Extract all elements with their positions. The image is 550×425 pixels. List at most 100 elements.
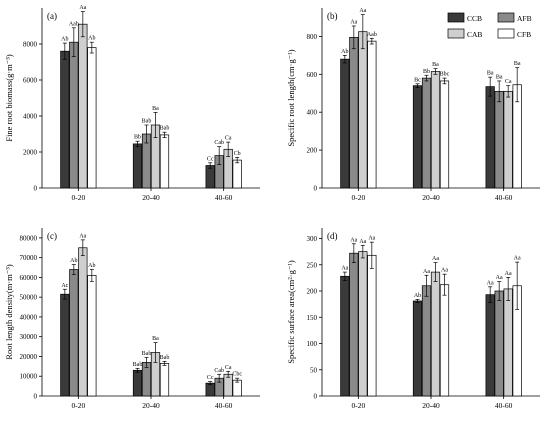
x-tick-label: 40-60 (215, 401, 233, 410)
x-tick-label: 20-40 (142, 193, 160, 202)
significance-letter: Aa (350, 20, 357, 26)
bar-ccb (60, 50, 70, 189)
y-axis-label: Fine root biomass(g·m⁻³) (4, 54, 14, 141)
panel-a: 0 2000 4000 6000 8000 Fine root biomass(g·m⁻³… (4, 5, 260, 202)
x-tick-label: 20-40 (422, 193, 440, 202)
significance-letter: Ab (88, 263, 95, 269)
significance-letter: Bab (142, 119, 152, 125)
significance-letter: Aa (514, 256, 521, 262)
legend-swatch-cfb (497, 28, 515, 39)
bar-cab (78, 23, 88, 189)
y-tick-label: 100 (307, 340, 318, 348)
y-tick-label: 2000 (23, 149, 38, 157)
significance-letter: Ba (496, 74, 503, 80)
y-tick-label: 50 (310, 366, 318, 374)
y-tick-label: 70000 (20, 254, 38, 262)
y-tick-label: 0 (34, 393, 38, 401)
bar-ccb (340, 275, 350, 397)
significance-letter: Bb (423, 69, 430, 75)
y-tick-label: 300 (307, 235, 318, 243)
significance-letter: Aa (423, 269, 430, 275)
significance-letter: Aa (79, 5, 86, 11)
bar-afb (494, 91, 504, 189)
x-tick-label: 0-20 (351, 193, 365, 202)
significance-letter: Bbc (440, 72, 450, 78)
x-tick-label: 0-20 (71, 401, 85, 410)
legend-swatch-ccb (447, 12, 465, 23)
x-tick-label: 40-60 (215, 193, 233, 202)
significance-letter: Ca (225, 365, 232, 371)
y-tick-label: 8000 (23, 41, 38, 49)
bar-cab (503, 91, 513, 189)
y-tick-label: 150 (307, 314, 318, 322)
significance-letter: Bc (414, 77, 421, 83)
bar-ccb (132, 143, 143, 189)
bar-ccb (205, 165, 215, 189)
significance-letter: Ab (70, 258, 77, 264)
bar-ccb (340, 58, 350, 189)
y-tick-label: 50000 (20, 294, 38, 302)
y-tick-label: 6000 (23, 77, 38, 85)
y-tick-label: 0 (34, 185, 38, 193)
panel-c: 0 10000 20000 30000 40000 50000 60000 70000 8000… (4, 228, 260, 410)
panel-label: (b) (327, 11, 338, 21)
significance-letter: Bab (160, 126, 170, 132)
significance-letter: Aa (487, 280, 494, 286)
significance-letter: Bab (160, 355, 170, 361)
significance-letter: Ab (88, 36, 95, 42)
significance-letter: Ab (414, 293, 421, 299)
bar-cfb (367, 40, 377, 189)
significance-letter: Cc (207, 156, 214, 162)
significance-letter: Aa (441, 268, 448, 274)
significance-letter: Aa (432, 256, 439, 262)
panel-b: 0 200 400 600 800 Specific root length(cm·g⁻¹… (286, 8, 540, 202)
y-tick-label: 400 (307, 109, 318, 117)
bar-cab (430, 71, 441, 189)
legend-swatch-cab (447, 28, 465, 39)
significance-letter: Aa (79, 233, 86, 239)
significance-letter: Aa (341, 266, 348, 272)
y-tick-label: 30000 (20, 333, 38, 341)
significance-letter: Aab (69, 21, 79, 27)
y-tick-label: 20000 (20, 353, 38, 361)
bar-cab (78, 247, 88, 397)
significance-letter: Ba (514, 61, 521, 67)
bar-ccb (412, 85, 423, 189)
y-tick-label: 800 (307, 33, 318, 41)
bar-cfb (87, 47, 97, 189)
panel-label: (d) (327, 231, 338, 241)
x-tick-label: 20-40 (142, 401, 160, 410)
bar-ccb (485, 86, 495, 189)
bar-ccb (60, 293, 70, 397)
panel-label: (a) (47, 11, 57, 21)
bar-ccb (485, 294, 495, 397)
bar-afb (349, 37, 359, 189)
significance-letter: Aab (367, 32, 377, 38)
x-tick-label: 0-20 (71, 193, 85, 202)
y-tick-label: 0 (314, 393, 318, 401)
bar-cab (358, 31, 368, 189)
bar-cfb (159, 134, 170, 189)
bar-afb (69, 41, 79, 189)
bar-afb (69, 269, 79, 397)
significance-letter: Ba (152, 336, 159, 342)
significance-letter: Ab (61, 37, 68, 43)
x-tick-label: 40-60 (495, 401, 513, 410)
significance-letter: Aa (505, 271, 512, 277)
bar-cfb (367, 254, 377, 397)
significance-letter: Cab (214, 140, 224, 146)
y-tick-label: 60000 (20, 274, 38, 282)
bar-afb (494, 290, 504, 397)
x-tick-label: 20-40 (422, 401, 440, 410)
bar-cfb (439, 80, 450, 189)
significance-letter: Ba (432, 62, 439, 68)
legend-swatch-afb (497, 12, 515, 23)
y-axis-label: Specific surface area(cm²·g⁻¹) (286, 260, 296, 364)
bar-ccb (132, 369, 143, 397)
significance-letter: Bb (134, 135, 141, 141)
bar-cab (358, 251, 368, 397)
bar-ccb (412, 300, 423, 397)
bar-afb (421, 285, 432, 397)
significance-letter: Aa (368, 236, 375, 242)
